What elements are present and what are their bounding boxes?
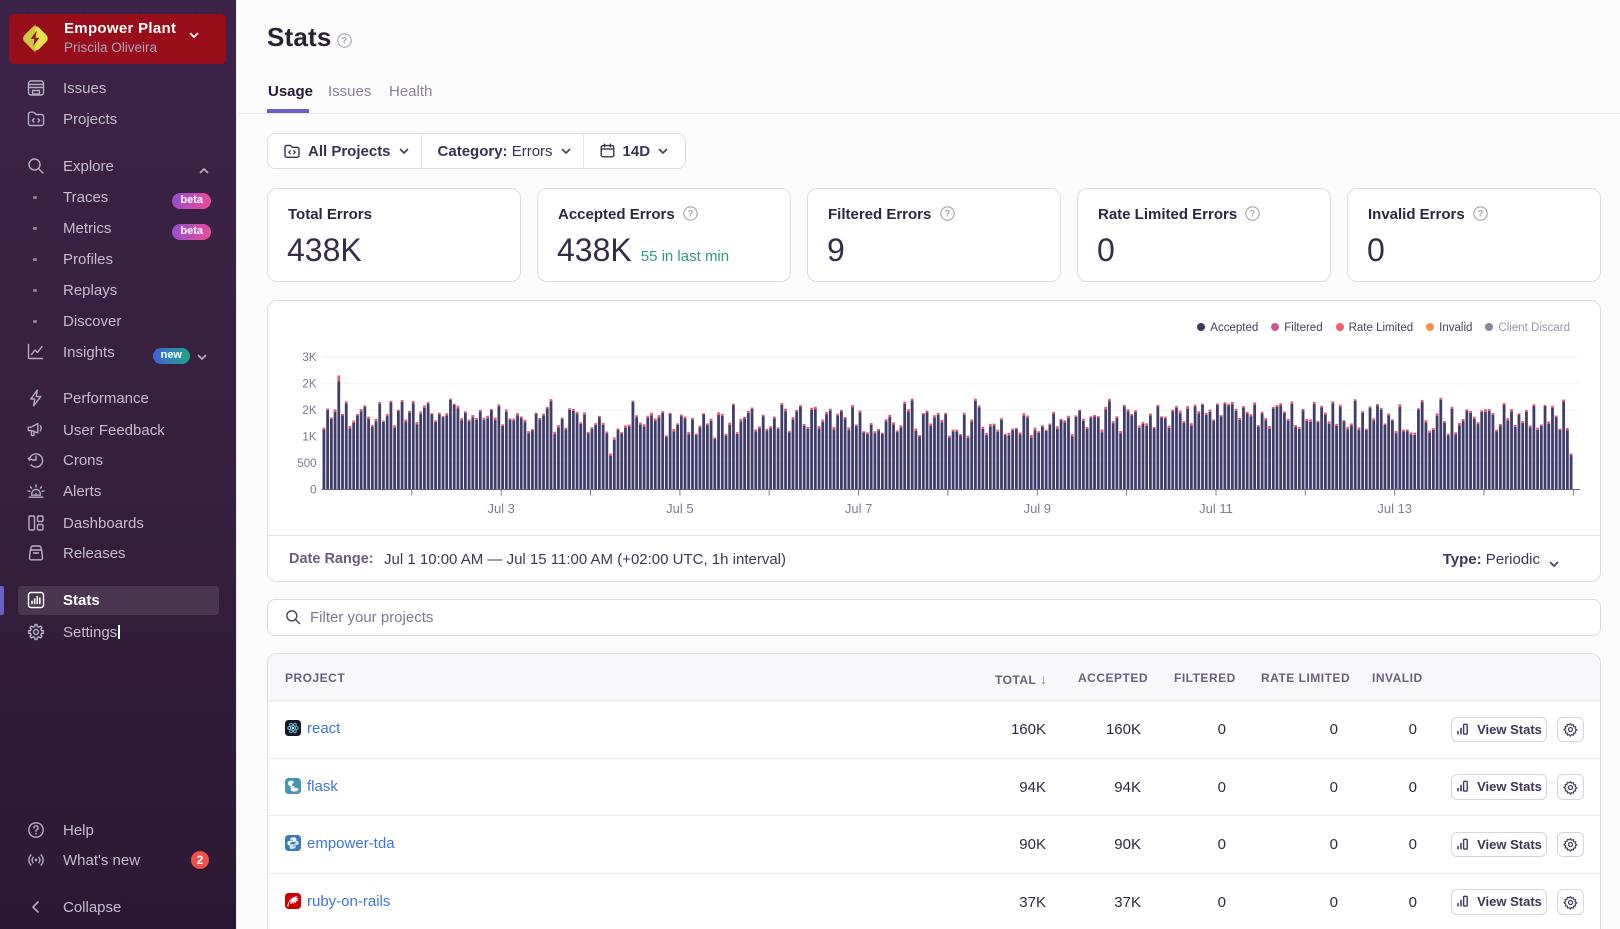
svg-text:Jul 9: Jul 9 [1024, 501, 1051, 516]
svg-text:2K: 2K [302, 378, 316, 390]
svg-text:500: 500 [297, 458, 316, 470]
svg-text:?: ? [944, 208, 950, 218]
svg-text:?: ? [1478, 208, 1484, 218]
svg-text:3K: 3K [302, 352, 316, 364]
svg-text:Jul 11: Jul 11 [1199, 501, 1233, 516]
svg-text:2K: 2K [302, 405, 316, 417]
svg-text:?: ? [688, 208, 694, 218]
svg-text:0: 0 [310, 484, 316, 496]
svg-text:?: ? [341, 36, 347, 46]
svg-text:Jul 5: Jul 5 [666, 501, 693, 516]
svg-text:Jul 7: Jul 7 [845, 501, 872, 516]
svg-text:Jul 13: Jul 13 [1377, 501, 1412, 516]
svg-text:1K: 1K [302, 431, 316, 443]
svg-text:?: ? [1250, 208, 1256, 218]
svg-text:Jul 3: Jul 3 [487, 501, 514, 516]
